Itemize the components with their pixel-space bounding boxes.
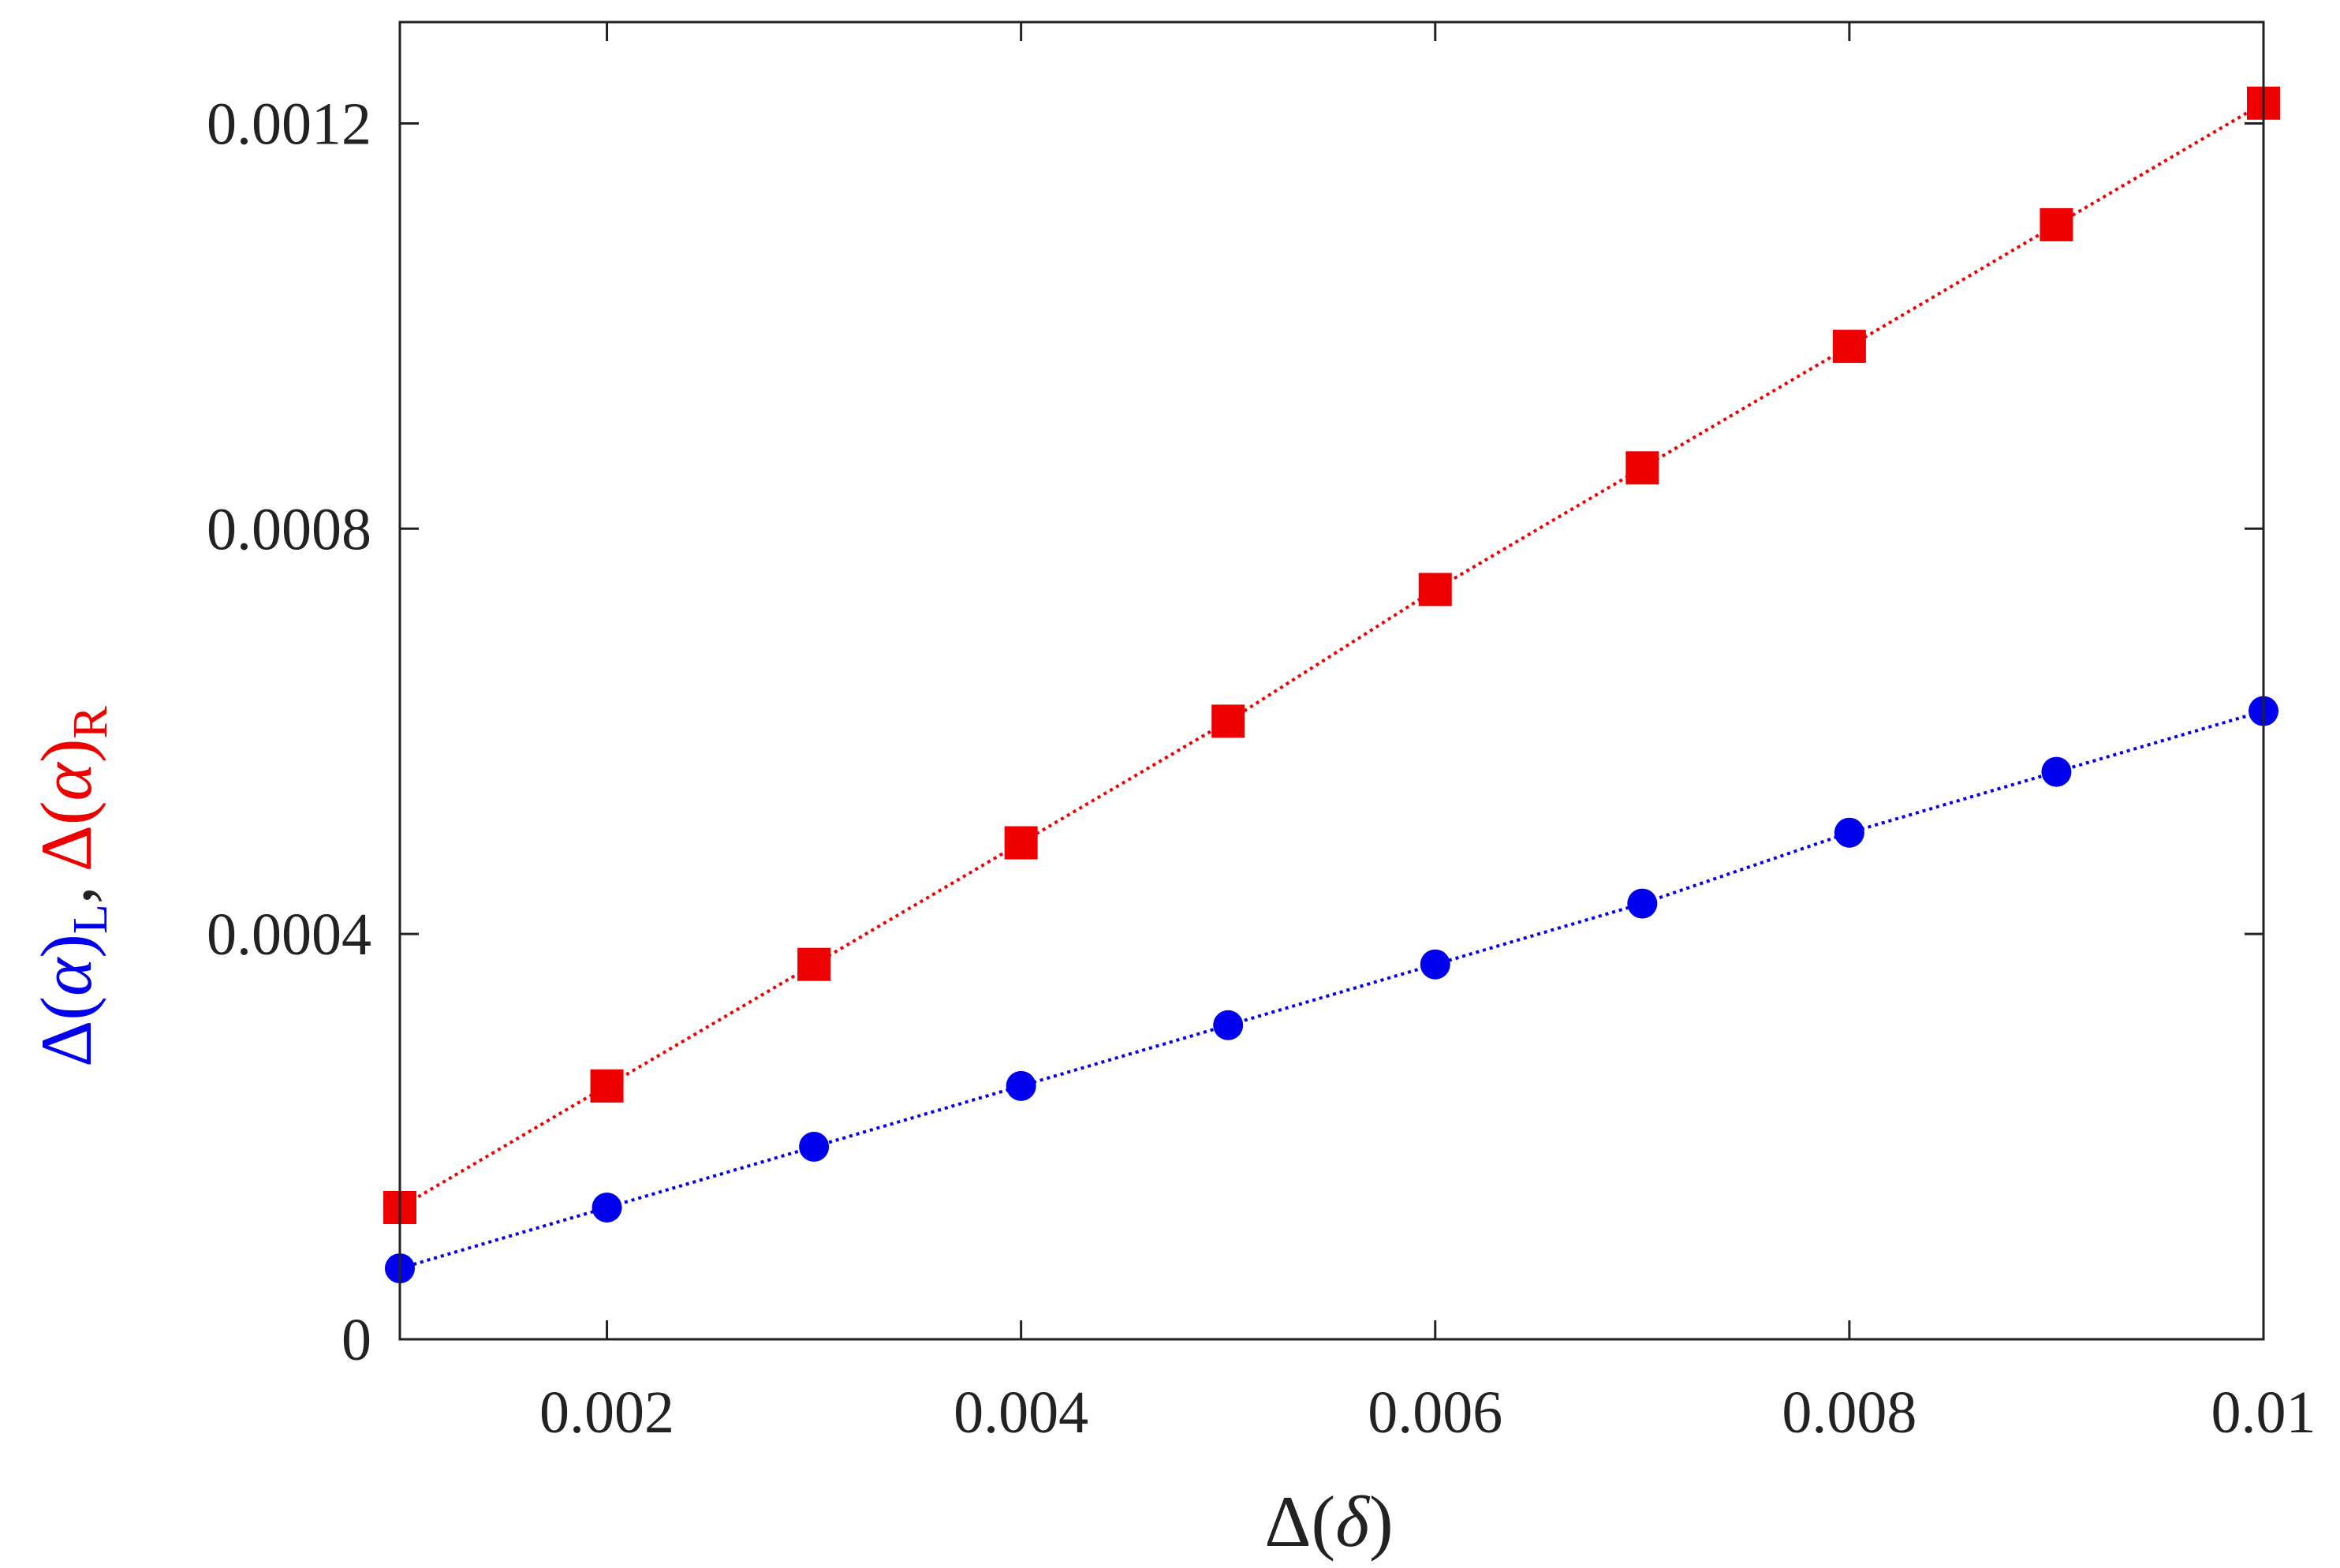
series-circle-point: [2041, 756, 2072, 787]
x-axis-title: Δ(δ): [1264, 1481, 1393, 1562]
series-square-point: [1418, 573, 1452, 607]
y-axis-title: Δ(α)L, Δ(α)R: [26, 705, 118, 1066]
x-tick-label: 0.006: [1368, 1379, 1502, 1446]
series-square-point: [1211, 704, 1245, 738]
series-circle-point: [592, 1193, 622, 1223]
plot-marks: [383, 86, 2280, 1284]
y-axis-title-separator: ,: [26, 886, 106, 904]
series-circle-point: [1420, 949, 1450, 980]
plot-frame: [398, 21, 2265, 1341]
series-circle-point: [799, 1131, 830, 1162]
series-square-point: [797, 947, 831, 981]
series-square-point: [1832, 330, 1866, 364]
series-circle-point: [1627, 888, 1658, 919]
series-square-line: [398, 102, 2265, 1209]
axes-frame: [398, 21, 2265, 1341]
y-tick-label: 0.0008: [207, 496, 371, 562]
series-circle-point: [1006, 1070, 1036, 1101]
y-tick-label: 0.0004: [207, 902, 371, 968]
axis-ticks: 0.002 0.004 0.006 0.008 0.01 0 0.0004 0.0008 0.0…: [207, 22, 2316, 1446]
x-tick-label: 0.004: [954, 1379, 1088, 1446]
series-circle-line: [399, 709, 2264, 1271]
series-square-point: [1004, 826, 1038, 860]
y-tick-label: 0: [341, 1307, 371, 1373]
x-tick-label: 0.008: [1782, 1379, 1916, 1446]
y-tick-label: 0.0012: [207, 91, 371, 157]
y-axis-title-right: Δ(α)R: [26, 705, 118, 872]
x-tick-label: 0.002: [539, 1379, 674, 1446]
series-circle-point: [1834, 817, 1864, 848]
series-square-point: [1625, 451, 1659, 485]
series-square-point: [590, 1069, 624, 1103]
y-axis-title-left: Δ(α)L: [26, 904, 118, 1067]
series-circle-point: [1213, 1010, 1244, 1040]
series-square-point: [2040, 207, 2073, 241]
x-tick-label: 0.01: [2211, 1379, 2316, 1446]
